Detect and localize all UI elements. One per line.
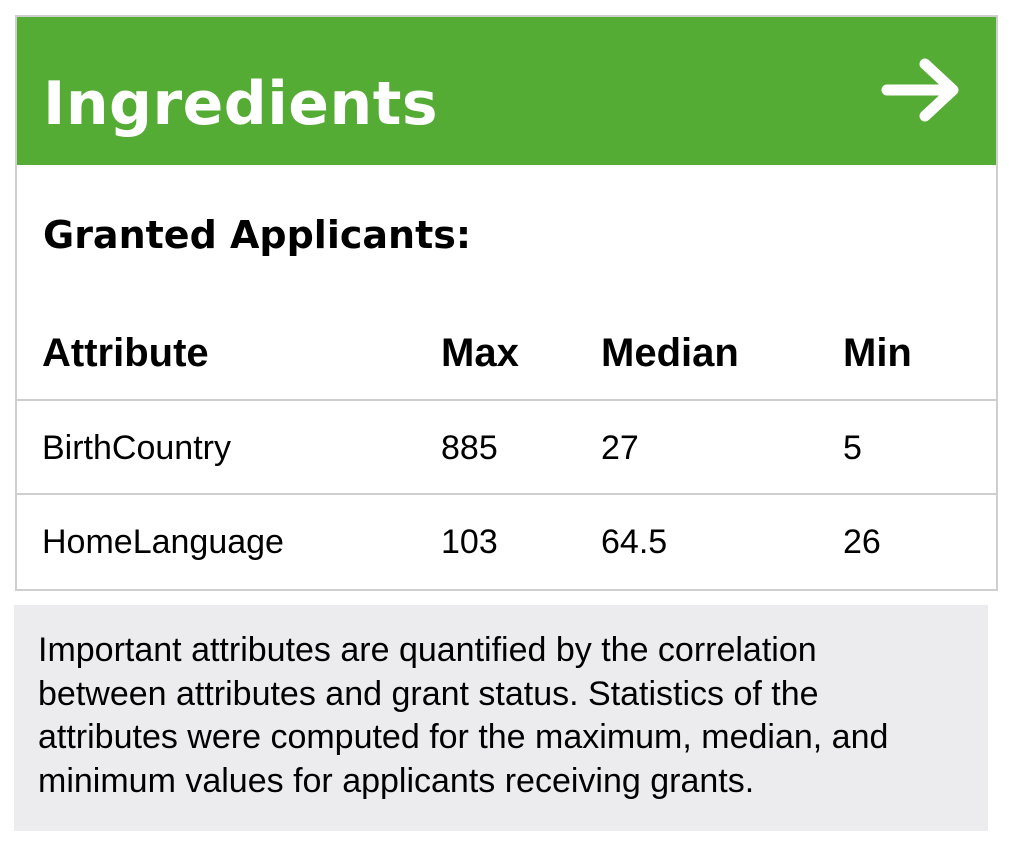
cell-median: 64.5 (601, 523, 668, 561)
arrow-right-icon[interactable] (881, 57, 963, 123)
cell-attribute: HomeLanguage (42, 523, 284, 561)
card-header: Ingredients (17, 17, 996, 165)
card-title: Ingredients (43, 69, 439, 139)
table-row: HomeLanguage 103 64.5 26 (17, 495, 996, 589)
explanation-note: Important attributes are quantified by t… (14, 605, 988, 831)
cell-attribute: BirthCountry (42, 429, 231, 467)
section-subtitle: Granted Applicants: (43, 213, 472, 257)
table-header-row: Attribute Max Median Min (17, 319, 996, 401)
cell-min: 5 (843, 429, 862, 467)
column-header-attribute: Attribute (42, 331, 209, 375)
ingredients-card: Ingredients Granted Applicants: Attribut… (15, 15, 998, 591)
cell-max: 103 (441, 523, 498, 561)
cell-max: 885 (441, 429, 498, 467)
cell-min: 26 (843, 523, 881, 561)
column-header-min: Min (843, 331, 912, 375)
column-header-max: Max (441, 331, 519, 375)
cell-median: 27 (601, 429, 639, 467)
explanation-text: Important attributes are quantified by t… (38, 631, 889, 800)
table-row: BirthCountry 885 27 5 (17, 401, 996, 495)
column-header-median: Median (601, 331, 739, 375)
